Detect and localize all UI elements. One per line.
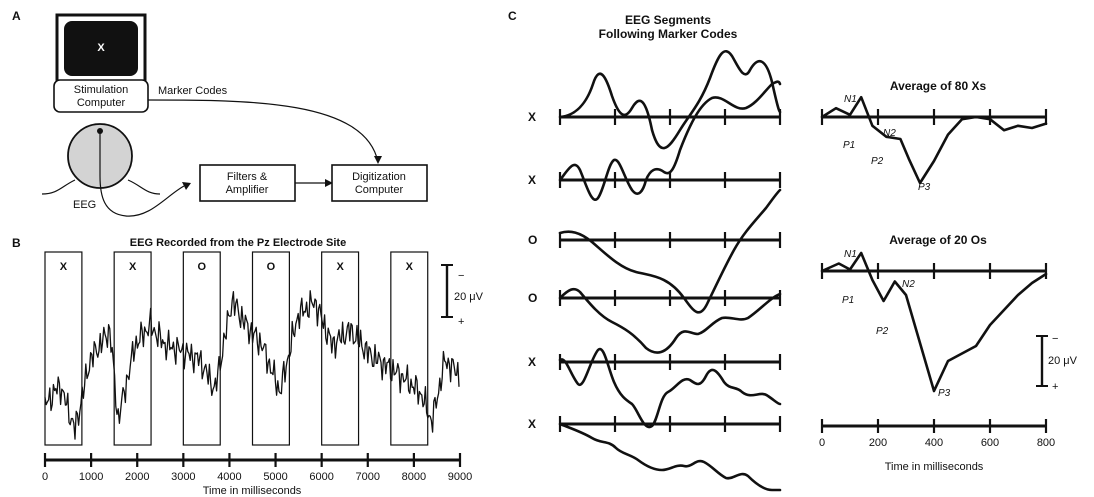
average-o-title: Average of 20 Os — [889, 233, 987, 247]
stimulus-window — [113, 251, 152, 446]
eeg-label: EEG — [73, 199, 96, 211]
marker-codes-arrow — [147, 99, 379, 163]
c-x-tick-label: 400 — [925, 437, 943, 449]
screen-letter: X — [97, 42, 105, 54]
peak-label-x-n1: N1 — [844, 94, 857, 105]
peak-label-o-p2: P2 — [876, 326, 889, 337]
peak-label-o-n1: N1 — [844, 249, 857, 260]
b-x-tick-label: 9000 — [448, 471, 472, 483]
c-x-tick-label: 0 — [819, 437, 825, 449]
segment-trace-x2 — [558, 80, 782, 201]
segment-label: O — [528, 233, 537, 247]
head-icon — [41, 123, 161, 195]
panel-b-title: EEG Recorded from the Pz Electrode Site — [130, 237, 346, 249]
c-x-tick-label: 600 — [981, 437, 999, 449]
segment-trace-x3 — [558, 347, 782, 429]
monitor-icon — [55, 13, 147, 83]
peak-label-o-p3: P3 — [938, 388, 951, 399]
filters-to-digitizer-arrowhead — [325, 179, 333, 187]
stimulus-window-label: O — [197, 261, 206, 273]
panel-a: A X Stimulation Computer Marker Codes EEG… — [12, 9, 428, 217]
b-x-tick-label: 3000 — [171, 471, 195, 483]
panel-a-label: A — [12, 9, 21, 23]
stimulus-window-label: X — [406, 261, 414, 273]
panel-c-title-line2: Following Marker Codes — [599, 27, 738, 41]
peak-label-o-n2: N2 — [902, 279, 915, 290]
panel-c-label: C — [508, 9, 517, 23]
scale-label: 20 μV — [454, 291, 484, 303]
stimulus-window-label: X — [129, 261, 137, 273]
segment-label: X — [528, 355, 536, 369]
stimulus-window — [44, 251, 83, 446]
segment-stack — [558, 109, 782, 432]
b-x-tick-label: 4000 — [217, 471, 241, 483]
peak-label-o-p1: P1 — [842, 295, 854, 306]
peak-label-x-p2: P2 — [871, 156, 884, 167]
panel-b-label: B — [12, 236, 21, 250]
b-x-tick-label: 2000 — [125, 471, 149, 483]
stimulus-window — [390, 251, 429, 446]
c-x-tick-label: 800 — [1037, 437, 1055, 449]
stimulus-window-label: X — [336, 261, 344, 273]
panel-b: B EEG Recorded from the Pz Electrode Sit… — [12, 236, 484, 497]
segment-label: X — [528, 173, 536, 187]
scale-label: 20 μV — [1048, 355, 1078, 367]
peak-label-x-p1: P1 — [843, 140, 855, 151]
digitization-computer-label: Digitization Computer — [352, 171, 406, 196]
panel-c: C EEG Segments Following Marker Codes XX… — [508, 9, 1078, 492]
average-o-erp-trace — [820, 251, 1048, 393]
segment-labels: X X O O X X — [528, 110, 537, 431]
c-x-axis-label: Time in milliseconds — [885, 461, 984, 473]
stimulus-window — [251, 251, 290, 446]
raw-eeg-trace — [44, 290, 460, 440]
b-x-tick-label: 7000 — [356, 471, 380, 483]
b-x-axis-label: Time in milliseconds — [203, 485, 302, 497]
marker-codes-arrowhead — [374, 156, 382, 164]
c-x-tick-label: 200 — [869, 437, 887, 449]
stimulation-computer-label: Stimulation Computer — [74, 84, 128, 109]
average-axes — [820, 109, 1048, 279]
segment-trace-x4 — [558, 422, 782, 492]
stimulation-computer-box — [53, 79, 149, 113]
filters-amplifier-label: Filters & Amplifier — [226, 171, 269, 196]
scale-plus: + — [458, 316, 464, 328]
peak-label-x-n2: N2 — [883, 128, 896, 139]
stimulus-window — [321, 251, 360, 446]
electrode-arrowhead — [182, 182, 191, 190]
b-x-tick-label: 5000 — [263, 471, 287, 483]
average-x-title: Average of 80 Xs — [890, 79, 987, 93]
panel-c-title-line1: EEG Segments — [625, 13, 711, 27]
average-x-erp-trace — [820, 95, 1048, 185]
segment-trace-x1 — [558, 49, 782, 150]
stimulus-window — [182, 251, 221, 446]
scale-minus: − — [458, 270, 464, 282]
marker-codes-label: Marker Codes — [158, 85, 228, 97]
digitization-computer-box — [331, 164, 428, 202]
c-x-ticks: 0 200 400 600 800 — [819, 419, 1055, 449]
b-x-tick-label: 8000 — [402, 471, 426, 483]
segment-label: X — [528, 417, 536, 431]
peak-label-x-p3: P3 — [918, 182, 931, 193]
b-x-tick-label: 1000 — [79, 471, 103, 483]
segment-label: O — [528, 291, 537, 305]
panel-c-scale-bar — [1036, 335, 1048, 387]
stimulus-window-label: X — [60, 261, 68, 273]
panel-b-scale-bar — [441, 264, 453, 318]
stimulus-window-label: O — [267, 261, 276, 273]
electrode-wire — [99, 131, 185, 217]
segment-trace-o1 — [558, 188, 782, 314]
scale-plus: + — [1052, 381, 1058, 393]
scale-minus: − — [1052, 333, 1058, 345]
segment-trace-o2 — [558, 287, 782, 354]
b-x-tick-label: 0 — [42, 471, 48, 483]
segment-label: X — [528, 110, 536, 124]
b-x-ticks: 0 1000 2000 3000 4000 5000 6000 7000 8000 9000 — [42, 453, 472, 483]
filters-amplifier-box — [199, 164, 296, 202]
b-x-tick-label: 6000 — [309, 471, 333, 483]
